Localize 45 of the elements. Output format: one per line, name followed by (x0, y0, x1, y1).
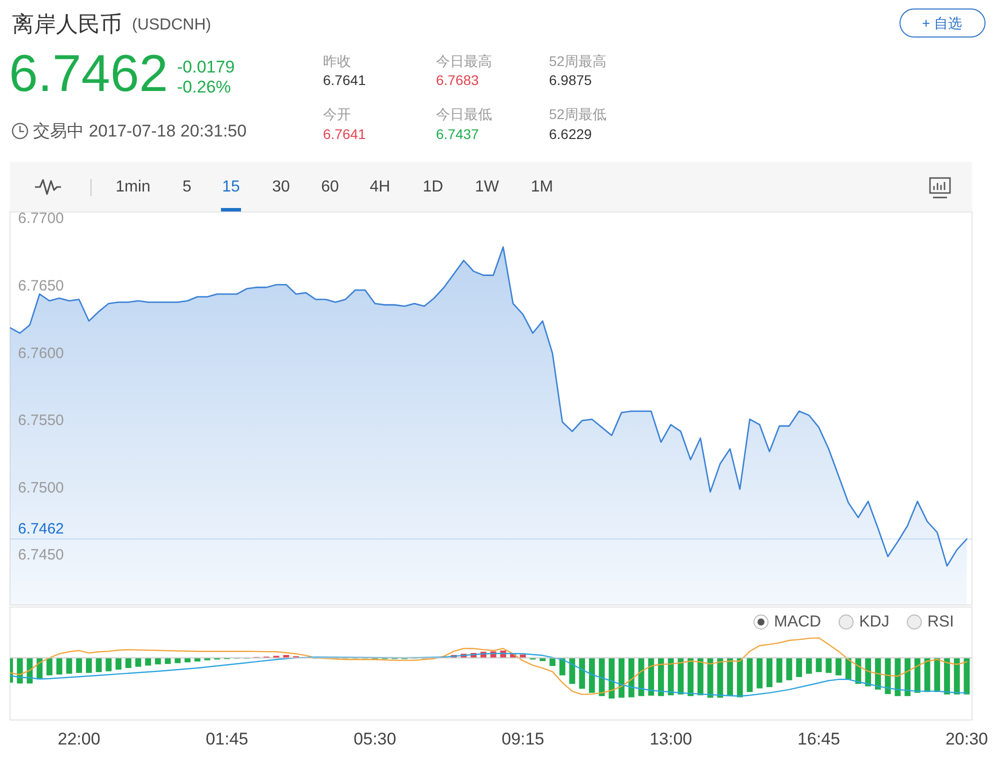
text: -0.0179 (177, 58, 235, 76)
text: 52周最高 (549, 53, 607, 69)
text: 5 (182, 178, 192, 196)
text: MACD (774, 614, 822, 630)
text: 4H (370, 178, 390, 196)
text: 6.7683 (436, 72, 480, 88)
x-tick-label: 20:30 (945, 730, 988, 748)
y-tick-label: 6.7450 (18, 546, 64, 564)
text: 离岸人民币 (12, 12, 122, 36)
text: 6.6229 (549, 126, 592, 142)
text: 1W (475, 178, 500, 196)
text: 6.7641 (323, 72, 366, 88)
text: 6.7462 (9, 45, 168, 103)
y-tick-label: 6.7550 (18, 412, 64, 430)
ref-line-label: 6.7462 (18, 520, 64, 538)
text: 1M (530, 178, 554, 196)
x-tick-label: 09:15 (502, 730, 544, 748)
text: + 自选 (922, 15, 962, 31)
text: 6.9875 (549, 72, 592, 88)
text: 1D (422, 178, 444, 196)
text: 今日最高 (436, 53, 492, 69)
text: 今开 (323, 106, 351, 122)
x-tick-label: 05:30 (354, 730, 396, 748)
text: (USDCNH) (132, 16, 212, 34)
text: 昨收 (323, 53, 351, 69)
text: 1min (116, 178, 150, 196)
x-tick-label: 22:00 (58, 730, 100, 748)
text: 交易中 2017-07-18 20:31:50 (33, 122, 247, 140)
text: 15 (222, 178, 240, 196)
text: 6.7641 (323, 126, 366, 142)
text: 30 (272, 178, 290, 196)
text: RSI (927, 614, 954, 630)
y-tick-label: 6.7600 (18, 344, 64, 362)
text: 6.7437 (436, 126, 480, 142)
text: 今日最低 (436, 106, 492, 122)
x-tick-label: 13:00 (650, 730, 692, 748)
text: 52周最低 (549, 106, 607, 122)
x-tick-label: 01:45 (206, 730, 248, 748)
text: 60 (321, 178, 339, 196)
text: -0.26% (177, 78, 231, 96)
y-tick-label: 6.7650 (18, 278, 64, 295)
text: KDJ (859, 614, 890, 630)
x-tick-label: 16:45 (798, 730, 840, 748)
y-tick-label: 6.7700 (18, 210, 64, 228)
y-tick-label: 6.7500 (18, 479, 64, 496)
